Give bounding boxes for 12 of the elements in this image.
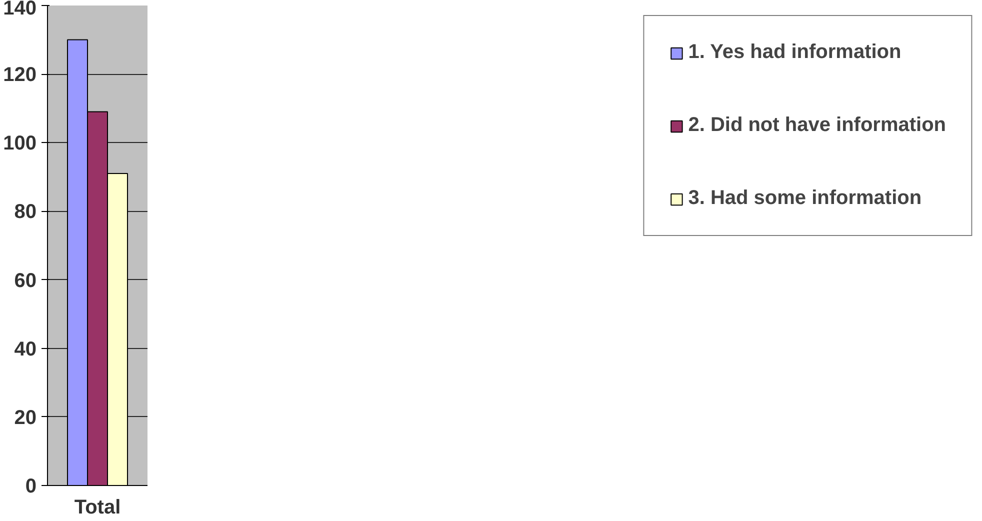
legend-label: 2. Did not have information bbox=[688, 114, 946, 137]
y-tick-label: 20 bbox=[14, 406, 37, 429]
y-tick-label: 60 bbox=[14, 270, 37, 292]
legend-label: 1. Yes had information bbox=[688, 41, 902, 64]
y-tick-label: 100 bbox=[3, 132, 37, 155]
y-tick-label: 80 bbox=[14, 201, 37, 224]
y-tick-label: 120 bbox=[3, 64, 37, 86]
x-tick-label: Total bbox=[74, 496, 121, 518]
legend-label: 3. Had some information bbox=[688, 187, 922, 210]
y-tick-label: 40 bbox=[14, 338, 37, 360]
y-tick-label: 0 bbox=[25, 476, 36, 498]
y-tick-label: 140 bbox=[3, 0, 37, 20]
